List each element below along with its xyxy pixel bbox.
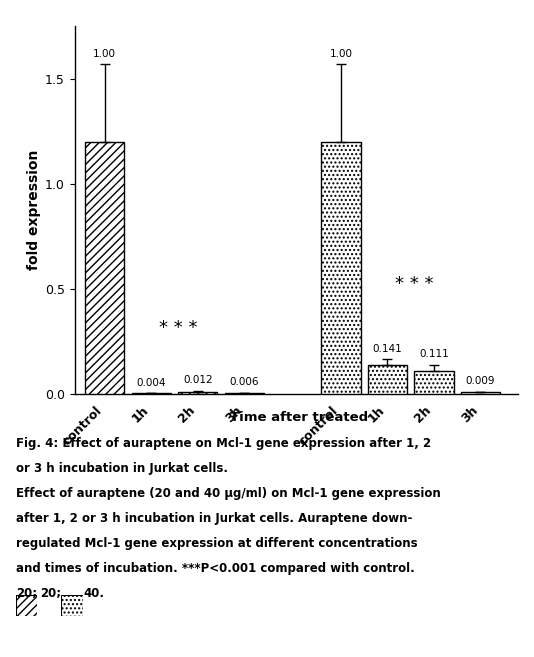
Text: 20;: 20;	[16, 587, 37, 600]
Y-axis label: fold expression: fold expression	[27, 150, 41, 271]
Text: regulated Mcl-1 gene expression at different concentrations: regulated Mcl-1 gene expression at diffe…	[16, 537, 418, 550]
Text: 0.006: 0.006	[230, 377, 259, 387]
Text: 40.: 40.	[84, 587, 105, 600]
Bar	[85, 142, 124, 394]
Text: 20;: 20;	[40, 587, 61, 600]
Text: 1.00: 1.00	[329, 49, 352, 59]
Text: and times of incubation. ***P<0.001 compared with control.: and times of incubation. ***P<0.001 comp…	[16, 562, 415, 575]
Bar	[414, 371, 453, 394]
Text: after 1, 2 or 3 h incubation in Jurkat cells. Auraptene down-: after 1, 2 or 3 h incubation in Jurkat c…	[16, 512, 412, 525]
Text: 1.00: 1.00	[93, 49, 116, 59]
Text: 0.004: 0.004	[137, 378, 166, 388]
Text: 0.009: 0.009	[466, 376, 495, 386]
Text: 0.012: 0.012	[183, 375, 213, 386]
Bar	[178, 392, 217, 394]
Text: * * *: * * *	[159, 319, 198, 338]
Text: Effect of auraptene (20 and 40 μg/ml) on Mcl-1 gene expression: Effect of auraptene (20 and 40 μg/ml) on…	[16, 487, 441, 500]
Text: 0.141: 0.141	[373, 344, 402, 354]
Bar	[225, 393, 264, 394]
Text: 0.111: 0.111	[419, 350, 449, 359]
Text: Fig. 4: Effect of auraptene on Mcl-1 gene expression after 1, 2: Fig. 4: Effect of auraptene on Mcl-1 gen…	[16, 437, 431, 450]
Text: * * *: * * *	[395, 275, 434, 293]
Bar	[368, 365, 407, 394]
Bar	[321, 142, 360, 394]
Text: or 3 h incubation in Jurkat cells.: or 3 h incubation in Jurkat cells.	[16, 462, 228, 475]
Bar	[461, 392, 500, 394]
Text: Time after treated: Time after treated	[230, 411, 368, 424]
